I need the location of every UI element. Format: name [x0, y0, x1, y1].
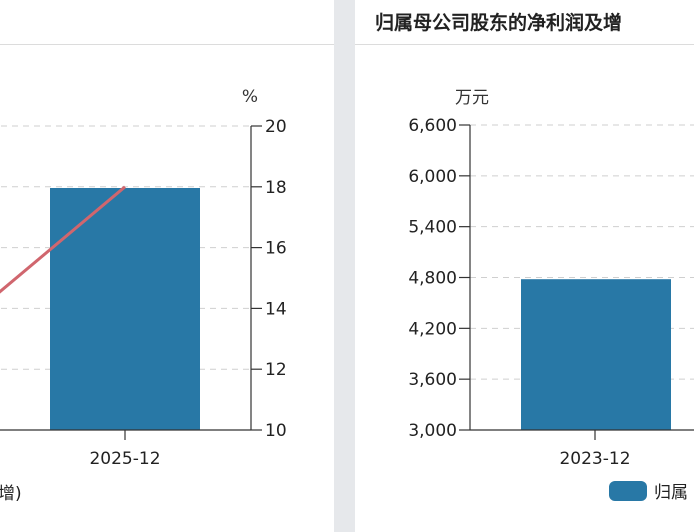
- right-chart: 3,000 3,600 4,200 4,800 5,400 6,000 6,600 2023-…: [408, 88, 694, 503]
- right-chart-panel: 归属母公司股东的净利润及增 3,000 3,600 4,200 4,800 5,400 6…: [355, 0, 694, 532]
- right-y-tick-label: 6,000: [408, 167, 457, 187]
- right-y-unit: 万元: [455, 88, 489, 108]
- right-bars: [521, 279, 671, 430]
- left-panel-header: [0, 0, 334, 45]
- right-y-tick-label: 6,600: [408, 116, 457, 136]
- left-y2-tick-label: 20: [265, 117, 287, 137]
- right-legend-label: 归属: [654, 483, 688, 503]
- left-y2-tick-label: 18: [265, 178, 287, 198]
- right-y-tick-label: 5,400: [408, 218, 457, 238]
- right-bar-2023-12: [521, 279, 671, 430]
- right-panel-header: 归属母公司股东的净利润及增: [355, 0, 694, 45]
- left-bars: [50, 188, 200, 430]
- right-y-tick-label: 3,000: [408, 421, 457, 441]
- left-growth-line: [0, 185, 126, 294]
- right-y-tick-label: 4,800: [408, 269, 457, 289]
- right-y-tick-label: 3,600: [408, 370, 457, 390]
- left-y2-tick-label: 16: [265, 239, 287, 259]
- left-x-tick-label: 2025-12: [89, 449, 160, 469]
- left-y2-tick-label: 12: [265, 360, 287, 380]
- left-bar-2025-12: [50, 188, 200, 430]
- left-chart-panel: 10 12 14 16 18 20 2025-12 % 增): [0, 0, 334, 532]
- right-panel-title: 归属母公司股东的净利润及增: [375, 12, 623, 34]
- left-y2-tick-label: 10: [265, 421, 287, 441]
- left-growth-line-segment: [0, 185, 126, 294]
- left-chart: 10 12 14 16 18 20 2025-12 % 增): [0, 87, 287, 504]
- right-axes: 3,000 3,600 4,200 4,800 5,400 6,000 6,600 2023-…: [408, 116, 694, 469]
- right-legend-swatch: [609, 481, 647, 501]
- left-y2-unit: %: [242, 87, 258, 107]
- left-legend-fragment: 增): [0, 484, 22, 504]
- left-y2-tick-label: 14: [265, 299, 287, 319]
- right-y-tick-label: 4,200: [408, 319, 457, 339]
- right-x-tick-label: 2023-12: [559, 449, 630, 469]
- left-axes: 10 12 14 16 18 20 2025-12: [0, 117, 287, 469]
